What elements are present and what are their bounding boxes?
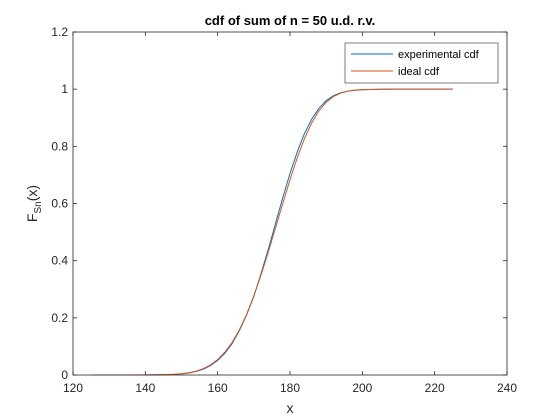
y-axis-label-base: F <box>24 214 40 223</box>
plot-area <box>73 32 507 375</box>
y-axis-label-arg: (x) <box>24 185 40 201</box>
legend-label-experimental: experimental cdf <box>398 49 480 61</box>
x-tick-label: 200 <box>352 381 372 395</box>
y-tick-label: 1 <box>61 82 68 96</box>
x-tick-label: 180 <box>280 381 300 395</box>
series-line-ideal-cdf <box>91 88 453 376</box>
y-tick-label: 0.6 <box>51 197 68 211</box>
y-tick-label: 0.8 <box>51 139 68 153</box>
y-tick-label: 0.4 <box>51 254 68 268</box>
x-tick-label: 220 <box>425 381 445 395</box>
series-layer <box>91 88 453 376</box>
chart-title: cdf of sum of n = 50 u.d. r.v. <box>205 13 376 28</box>
legend: experimental cdf ideal cdf <box>344 42 499 84</box>
x-tick-label: 240 <box>497 381 517 395</box>
y-tick-label: 0 <box>61 368 68 382</box>
y-tick-label: 1.2 <box>51 25 68 39</box>
y-axis-label: FSn(x) <box>24 185 44 222</box>
ticks-layer: 120 140 160 180 200 220 240 0 0.2 0.4 0.6 0.8 1 1.2 <box>51 25 517 395</box>
x-tick-label: 120 <box>63 381 83 395</box>
x-axis-label: x <box>287 400 294 416</box>
x-tick-label: 140 <box>135 381 155 395</box>
y-tick-label: 0.2 <box>51 311 68 325</box>
legend-box <box>344 42 499 84</box>
x-tick-label: 160 <box>208 381 228 395</box>
legend-label-ideal: ideal cdf <box>398 66 440 78</box>
y-axis-label-sub: Sn <box>33 201 44 213</box>
